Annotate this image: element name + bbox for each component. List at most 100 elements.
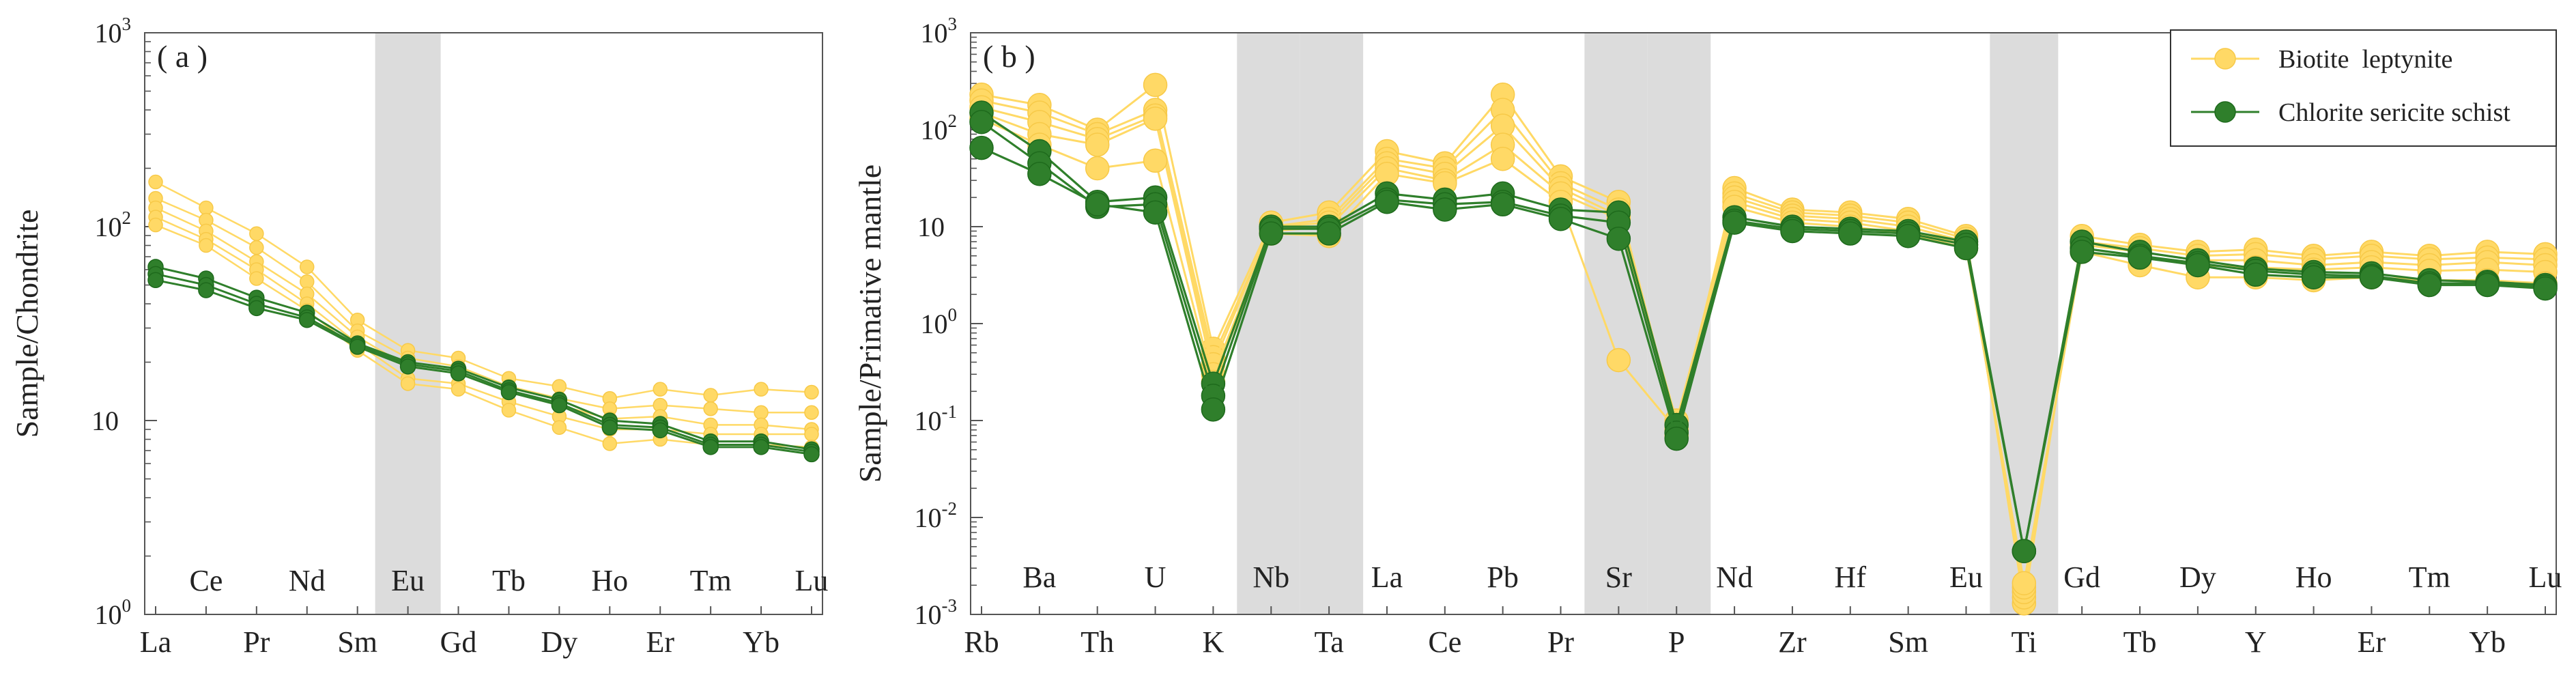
data-point-chlorite-ba bbox=[1027, 161, 1052, 186]
y-tick-label: 102 bbox=[921, 111, 958, 145]
chart-panel-b: 10-310-210-110010102103RbBaThUKNbTaLaCeP… bbox=[853, 14, 2562, 659]
data-point-chlorite-pr bbox=[1548, 207, 1573, 231]
y-tick-exponent: 2 bbox=[122, 208, 132, 228]
legend-box bbox=[2170, 29, 2557, 147]
y-tick-base: 10 bbox=[921, 115, 948, 145]
x-tick-label-th: Th bbox=[1081, 625, 1114, 659]
legend-marker-chlorite bbox=[2214, 101, 2236, 123]
data-point-chlorite-sr bbox=[1606, 226, 1631, 251]
shaded-band-sr bbox=[1584, 33, 1648, 614]
y-tick-exponent: 3 bbox=[948, 14, 958, 34]
y-tick-base: 10 bbox=[95, 18, 122, 48]
data-point-chlorite-la bbox=[147, 272, 164, 289]
y-tick-exponent: -1 bbox=[942, 401, 958, 422]
data-point-chlorite-eu bbox=[1954, 236, 1979, 261]
x-tick-label-lu: Lu bbox=[795, 564, 829, 597]
data-point-biotite-la bbox=[148, 174, 163, 190]
series-line bbox=[155, 181, 812, 399]
data-point-chlorite-er bbox=[2359, 265, 2384, 289]
x-tick-label-er: Er bbox=[646, 625, 674, 659]
data-point-chlorite-tb bbox=[2128, 245, 2152, 270]
x-tick-label-sm: Sm bbox=[337, 625, 377, 659]
series-line bbox=[981, 147, 2546, 552]
y-tick-label: 10-1 bbox=[915, 401, 958, 436]
data-point-biotite-nd bbox=[300, 274, 315, 289]
y-tick-label: 100 bbox=[921, 304, 958, 339]
x-tick-label-k: K bbox=[1203, 625, 1225, 659]
x-tick-label-pr: Pr bbox=[1547, 625, 1574, 659]
y-tick-base: 10 bbox=[917, 212, 945, 242]
x-tick-label-yb: Yb bbox=[2469, 625, 2506, 659]
data-point-chlorite-rb bbox=[969, 135, 994, 160]
data-point-biotite-pb bbox=[1490, 146, 1515, 171]
y-axis-title: Sample/Primative mantle bbox=[853, 165, 887, 483]
data-point-chlorite-ti bbox=[2012, 539, 2037, 563]
data-point-biotite-tb bbox=[501, 403, 517, 418]
data-point-biotite-u bbox=[1143, 72, 1168, 98]
data-point-biotite-er bbox=[653, 382, 668, 397]
data-point-biotite-dy bbox=[552, 420, 567, 436]
x-tick-label-nb: Nb bbox=[1253, 560, 1289, 594]
data-point-chlorite-ho bbox=[2301, 265, 2326, 289]
x-tick-label-gd: Gd bbox=[440, 625, 477, 659]
x-tick-label-dy: Dy bbox=[541, 625, 577, 659]
data-point-biotite-th bbox=[1085, 132, 1110, 157]
data-point-chlorite-rb bbox=[969, 110, 994, 134]
y-tick-exponent: -3 bbox=[942, 595, 958, 616]
data-point-chlorite-dy bbox=[551, 397, 568, 414]
panel-label: ( a ) bbox=[157, 39, 207, 74]
data-point-biotite-tm bbox=[703, 401, 718, 416]
x-tick-label-rb: Rb bbox=[964, 625, 999, 659]
data-point-biotite-gd bbox=[450, 382, 466, 397]
x-tick-label-ti: Ti bbox=[2012, 625, 2037, 659]
data-point-chlorite-er bbox=[652, 422, 668, 439]
series-chlorite-7 bbox=[969, 135, 2558, 563]
data-point-biotite-yb bbox=[754, 405, 769, 420]
x-tick-label-tm: Tm bbox=[2409, 560, 2450, 594]
data-point-chlorite-tm bbox=[2417, 272, 2442, 298]
data-point-chlorite-tm bbox=[702, 439, 719, 455]
data-point-chlorite-sm bbox=[349, 339, 366, 355]
series-line bbox=[155, 266, 812, 451]
y-tick-label: 10 bbox=[917, 212, 945, 242]
data-point-chlorite-ta bbox=[1317, 221, 1341, 246]
x-tick-label-hf: Hf bbox=[1835, 560, 1867, 594]
data-point-chlorite-pr bbox=[248, 300, 265, 317]
y-tick-label: 103 bbox=[95, 14, 132, 48]
x-tick-label-tb: Tb bbox=[2123, 625, 2157, 659]
data-point-chlorite-nd bbox=[1722, 210, 1747, 235]
series-line bbox=[981, 106, 2546, 593]
data-point-chlorite-p bbox=[1664, 426, 1689, 451]
x-tick-label-yb: Yb bbox=[743, 625, 779, 659]
y-tick-base: 10 bbox=[95, 599, 122, 630]
y-tick-label: 100 bbox=[95, 595, 132, 630]
data-point-biotite-ho bbox=[602, 436, 618, 451]
data-point-biotite-sr bbox=[1606, 347, 1631, 373]
data-point-chlorite-ce bbox=[1433, 197, 1457, 222]
data-point-chlorite-lu bbox=[2533, 276, 2558, 301]
x-tick-label-pr: Pr bbox=[243, 625, 270, 659]
x-tick-label-lu: Lu bbox=[2529, 560, 2562, 594]
data-point-biotite-la bbox=[148, 217, 163, 233]
series-line bbox=[155, 216, 812, 436]
shaded-band-eu bbox=[375, 33, 441, 614]
data-point-chlorite-hf bbox=[1838, 221, 1863, 246]
series-line bbox=[155, 279, 812, 455]
series-line bbox=[981, 111, 2546, 552]
x-tick-label-gd: Gd bbox=[2063, 560, 2100, 594]
data-point-biotite-u bbox=[1143, 148, 1168, 173]
x-tick-label-sm: Sm bbox=[1888, 625, 1928, 659]
data-point-biotite-lu bbox=[804, 384, 819, 400]
data-point-biotite-yb bbox=[754, 382, 769, 397]
legend: Biotite leptynite Chlorite sericite schis… bbox=[2170, 29, 2557, 147]
data-point-chlorite-dy bbox=[2186, 253, 2210, 278]
x-tick-label-y: Y bbox=[2245, 625, 2267, 659]
x-tick-label-la: La bbox=[140, 625, 171, 659]
data-point-biotite-lu bbox=[804, 427, 819, 442]
x-tick-label-nd: Nd bbox=[1716, 560, 1753, 594]
series-line bbox=[981, 83, 2546, 605]
data-point-chlorite-lu bbox=[803, 446, 820, 463]
x-tick-label-ho: Ho bbox=[2295, 560, 2332, 594]
data-point-biotite-nd bbox=[300, 259, 315, 274]
data-point-chlorite-ce bbox=[198, 282, 214, 298]
